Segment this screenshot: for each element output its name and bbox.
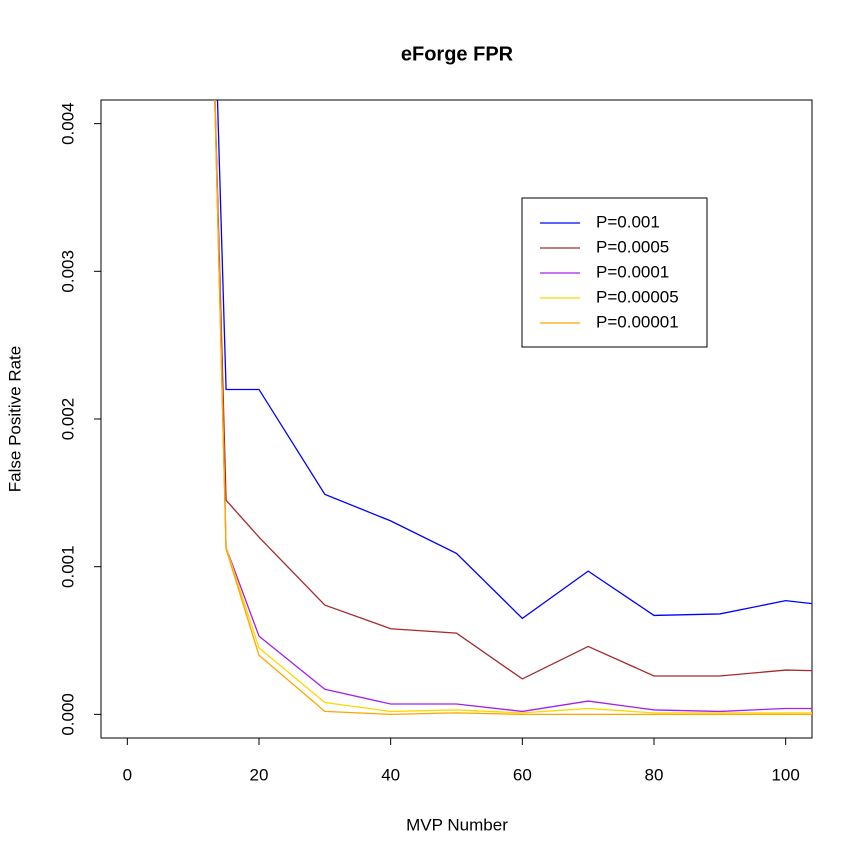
chart-title: eForge FPR xyxy=(401,43,514,65)
legend-label: P=0.001 xyxy=(596,212,660,231)
x-tick-label: 20 xyxy=(250,765,269,784)
x-tick-label: 100 xyxy=(771,765,799,784)
y-tick-label: 0.001 xyxy=(58,545,77,588)
series-line xyxy=(214,100,812,680)
legend-label: P=0.0005 xyxy=(596,237,669,256)
series-line xyxy=(216,100,812,620)
x-axis-label: MVP Number xyxy=(406,815,508,834)
y-tick-label: 0.002 xyxy=(58,398,77,441)
y-tick-label: 0.000 xyxy=(58,693,77,736)
legend-label: P=0.0001 xyxy=(596,262,669,281)
series-line xyxy=(214,100,812,716)
plot-lines xyxy=(214,100,812,716)
x-tick-label: 80 xyxy=(645,765,664,784)
series-line xyxy=(214,100,812,713)
x-tick-label: 0 xyxy=(123,765,132,784)
x-tick-label: 60 xyxy=(513,765,532,784)
legend-label: P=0.00005 xyxy=(596,287,679,306)
y-axis-label: False Positive Rate xyxy=(5,346,24,492)
series-line xyxy=(214,100,812,714)
x-tick-label: 40 xyxy=(381,765,400,784)
y-tick-label: 0.004 xyxy=(58,102,77,145)
plot-frame xyxy=(100,99,813,739)
y-tick-label: 0.003 xyxy=(58,250,77,293)
legend-label: P=0.00001 xyxy=(596,312,679,331)
